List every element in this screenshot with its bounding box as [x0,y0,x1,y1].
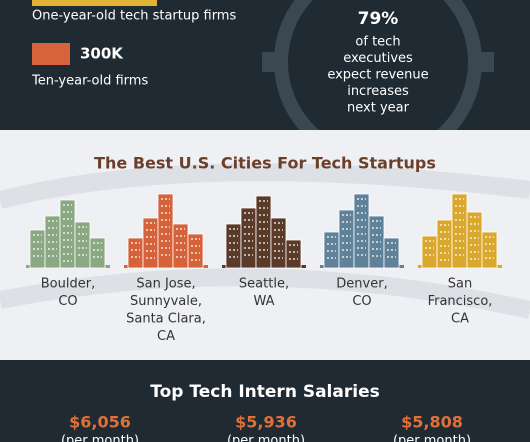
building [225,223,242,269]
yellow-swatch [32,0,157,6]
building [240,207,257,269]
city-name: Sunnyvale, [130,294,202,309]
building [451,193,468,269]
salary-amount: $6,056 [69,413,131,432]
building [383,237,400,269]
salary-unit: (per month) [61,434,139,442]
ring-tab [262,52,284,72]
orange-swatch [32,43,70,65]
building [338,209,355,269]
city-name: San Jose, [136,277,195,292]
exec-text: expect revenue [327,68,428,83]
city-name: CO [58,294,77,309]
building [172,223,189,269]
building [436,219,453,269]
exec-text: next year [347,101,410,116]
city-name: Seattle, [239,277,289,292]
city-name: Francisco, [428,294,493,309]
cities-title: The Best U.S. Cities For Tech Startups [94,154,436,173]
building [270,217,287,269]
city-name: CA [157,329,175,344]
building [481,231,498,269]
building [157,193,174,269]
salary-section [0,360,530,442]
salary-title: Top Tech Intern Salaries [150,382,379,402]
salary-amount: $5,936 [235,413,297,432]
building [74,221,91,269]
firm-value: 300K [80,45,124,63]
background-swoosh [0,163,530,319]
exec-text: executives [343,51,413,66]
city-name: Denver, [336,277,387,292]
city-name: Boulder, [41,277,95,292]
city-name: CA [451,312,469,327]
building [59,199,76,269]
exec-text: increases [347,84,409,99]
salary-unit: (per month) [393,434,471,442]
building [89,237,106,269]
exec-text: of tech [355,35,400,50]
city-name: San [448,277,472,292]
city-name: WA [253,294,274,309]
city-name: Santa Clara, [126,312,206,327]
salary-amount: $5,808 [401,413,463,432]
building [353,193,370,269]
exec-percent: 79% [358,9,399,29]
salary-unit: (per month) [227,434,305,442]
ring-tab [472,52,494,72]
firm-label: Ten-year-old firms [31,74,148,89]
city-name: CO [352,294,371,309]
building [285,239,302,269]
building [142,217,159,269]
firm-label: One-year-old tech startup firms [32,9,236,24]
